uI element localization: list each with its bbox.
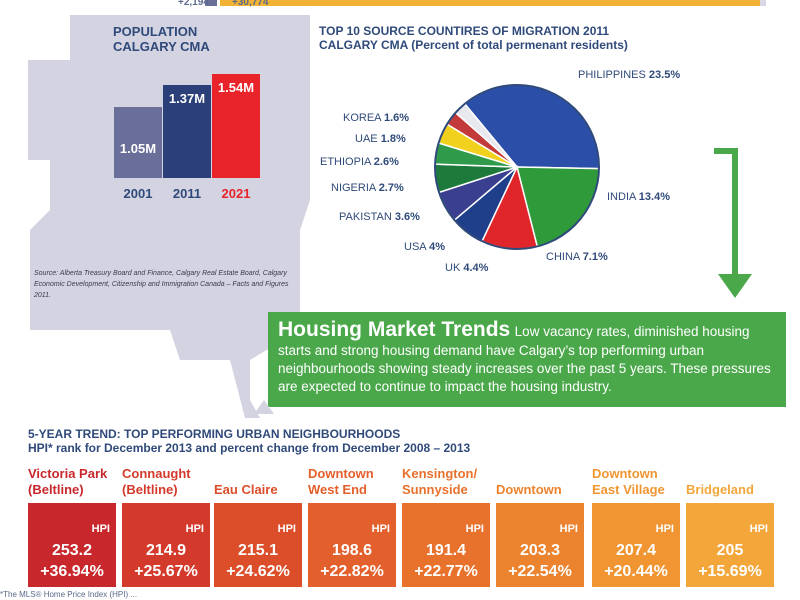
neighbourhood-hpi-box: HPI 198.6 +22.82% <box>308 503 396 587</box>
hpi-label: HPI <box>655 523 674 535</box>
pie-label-uk: UK 4.4% <box>445 262 489 274</box>
top-bar-large <box>220 0 760 6</box>
hpi-label: HPI <box>465 523 484 535</box>
neighbourhood-name: Kensington/Sunnyside <box>402 466 478 497</box>
hpi-value: 207.4 <box>615 542 657 559</box>
population-year-label: 2021 <box>221 186 251 201</box>
neighbourhood-name: Bridgeland <box>686 482 754 497</box>
hpi-change: +20.44% <box>604 563 668 580</box>
migration-title-line1: TOP 10 SOURCE COUNTIRES OF MIGRATION 201… <box>319 24 610 38</box>
pie-label-philippines: PHILIPPINES 23.5% <box>578 69 681 81</box>
trend-title-line1: 5-YEAR TREND: TOP PERFORMING URBAN NEIGH… <box>28 427 401 441</box>
population-value-label: 1.05M <box>119 141 157 157</box>
pie-label-uae: UAE 1.8% <box>355 133 406 145</box>
down-arrow-icon <box>714 148 752 298</box>
migration-title: TOP 10 SOURCE COUNTIRES OF MIGRATION 201… <box>319 24 719 52</box>
top-left-value: +2,194 <box>178 0 209 8</box>
housing-title: Housing Market Trends <box>278 318 511 341</box>
housing-market-box: Housing Market Trends Low vacancy rates,… <box>268 312 786 407</box>
hpi-value: 198.6 <box>331 542 373 559</box>
pie-label-usa: USA 4% <box>404 241 445 253</box>
trend-title-line2: HPI* rank for December 2013 and percent … <box>28 441 471 455</box>
migration-pie-chart <box>434 84 600 250</box>
hpi-value: 214.9 <box>145 542 187 559</box>
neighbourhood-name: Downtown <box>496 482 562 497</box>
top-strip: +2,194 +30,774 <box>0 0 800 12</box>
top-bar-small <box>205 0 217 6</box>
pie-label-korea: KOREA 1.6% <box>343 112 410 124</box>
neighbourhood-hpi-box: HPI 253.2 +36.94% <box>28 503 116 587</box>
map-pointer <box>254 400 274 414</box>
pie-outline <box>434 84 600 250</box>
hpi-label: HPI <box>749 523 768 535</box>
neighbourhood-name: Eau Claire <box>214 482 278 497</box>
population-title-line2: CALGARY CMA <box>113 39 210 54</box>
trend-title: 5-YEAR TREND: TOP PERFORMING URBAN NEIGH… <box>28 427 728 455</box>
pie-label-nigeria: NIGERIA 2.7% <box>331 182 404 194</box>
neighbourhood-hpi-box: HPI 205 +15.69% <box>686 503 774 587</box>
hpi-label: HPI <box>91 523 110 535</box>
hpi-label: HPI <box>371 523 390 535</box>
neighbourhood-hpi-box: HPI 191.4 +22.77% <box>402 503 490 587</box>
neighbourhood-name: Connaught (Beltline) <box>122 466 191 497</box>
neighbourhood-hpi-box: HPI 215.1 +24.62% <box>214 503 302 587</box>
hpi-value: 203.3 <box>519 542 561 559</box>
hpi-change: +22.82% <box>320 563 384 580</box>
hpi-change: +25.67% <box>134 563 198 580</box>
pie-label-ethiopia: ETHIOPIA 2.6% <box>320 156 399 168</box>
hpi-change: +22.54% <box>508 563 572 580</box>
population-year-label: 2001 <box>123 186 153 201</box>
population-value-label: 1.54M <box>217 80 255 95</box>
migration-title-line2: CALGARY CMA (Percent of total permenant … <box>319 38 628 52</box>
neighbourhood-name: Downtown East Village <box>592 466 665 497</box>
hpi-change: +15.69% <box>698 563 762 580</box>
neighbourhood-name: Victoria Park (Beltline) <box>28 466 108 497</box>
neighbourhood-name: Downtown West End <box>308 466 374 497</box>
pie-label-pakistan: PAKISTAN 3.6% <box>339 211 420 223</box>
hpi-label: HPI <box>277 523 296 535</box>
pie-label-india: INDIA 13.4% <box>607 191 670 203</box>
population-bar-2001 <box>114 107 162 178</box>
top-right-value: +30,774 <box>232 0 269 8</box>
hpi-label: HPI <box>185 523 204 535</box>
housing-text: Low vacancy rates, diminished housing st… <box>278 324 771 394</box>
population-title: POPULATION CALGARY CMA <box>113 24 283 54</box>
neighbourhood-hpi-box: HPI 214.9 +25.67% <box>122 503 210 587</box>
population-bar-2011 <box>163 85 211 178</box>
population-year-label: 2011 <box>172 186 202 201</box>
population-value-label: 1.37M <box>168 91 206 107</box>
hpi-value: 215.1 <box>237 542 279 559</box>
neighbourhood-hpi-box: HPI 203.3 +22.54% <box>496 503 584 587</box>
hpi-value: 253.2 <box>51 542 93 559</box>
hpi-label: HPI <box>559 523 578 535</box>
population-title-line1: POPULATION <box>113 24 198 39</box>
neighbourhood-hpi-box: HPI 207.4 +20.44% <box>592 503 680 587</box>
population-bar-2021 <box>212 74 260 178</box>
hpi-change: +36.94% <box>40 563 104 580</box>
pie-label-china: CHINA 7.1% <box>546 251 608 263</box>
hpi-change: +24.62% <box>226 563 290 580</box>
hpi-change: +22.77% <box>414 563 478 580</box>
top-bar-end <box>760 0 766 6</box>
hpi-value: 205 <box>716 542 744 559</box>
trend-footnote: *The MLS® Home Price Index (HPI) ... <box>0 590 138 599</box>
hpi-value: 191.4 <box>425 542 467 559</box>
population-source: Source: Alberta Treasury Board and Finan… <box>34 270 289 299</box>
